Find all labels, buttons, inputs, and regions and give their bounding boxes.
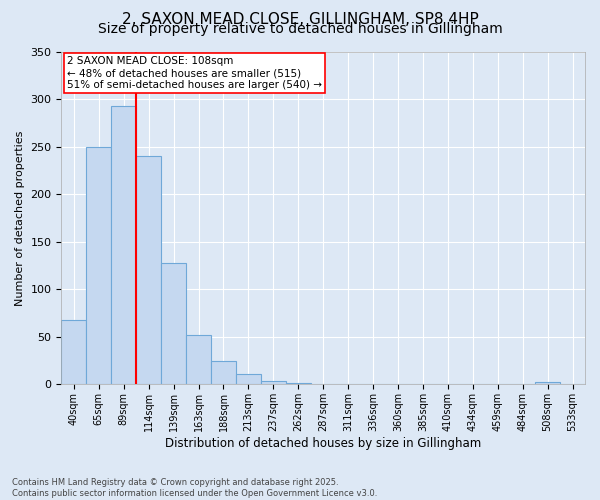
Text: Contains HM Land Registry data © Crown copyright and database right 2025.
Contai: Contains HM Land Registry data © Crown c… <box>12 478 377 498</box>
Text: 2 SAXON MEAD CLOSE: 108sqm
← 48% of detached houses are smaller (515)
51% of sem: 2 SAXON MEAD CLOSE: 108sqm ← 48% of deta… <box>67 56 322 90</box>
Y-axis label: Number of detached properties: Number of detached properties <box>15 130 25 306</box>
Bar <box>261 380 286 384</box>
Bar <box>61 320 86 384</box>
Bar <box>211 360 236 384</box>
Bar <box>535 382 560 384</box>
Text: 2, SAXON MEAD CLOSE, GILLINGHAM, SP8 4HP: 2, SAXON MEAD CLOSE, GILLINGHAM, SP8 4HP <box>122 12 478 28</box>
Bar <box>86 146 111 384</box>
Text: Size of property relative to detached houses in Gillingham: Size of property relative to detached ho… <box>98 22 502 36</box>
Bar <box>161 262 186 384</box>
Bar <box>186 335 211 384</box>
Bar <box>236 374 261 384</box>
X-axis label: Distribution of detached houses by size in Gillingham: Distribution of detached houses by size … <box>165 437 481 450</box>
Bar <box>136 156 161 384</box>
Bar <box>111 106 136 384</box>
